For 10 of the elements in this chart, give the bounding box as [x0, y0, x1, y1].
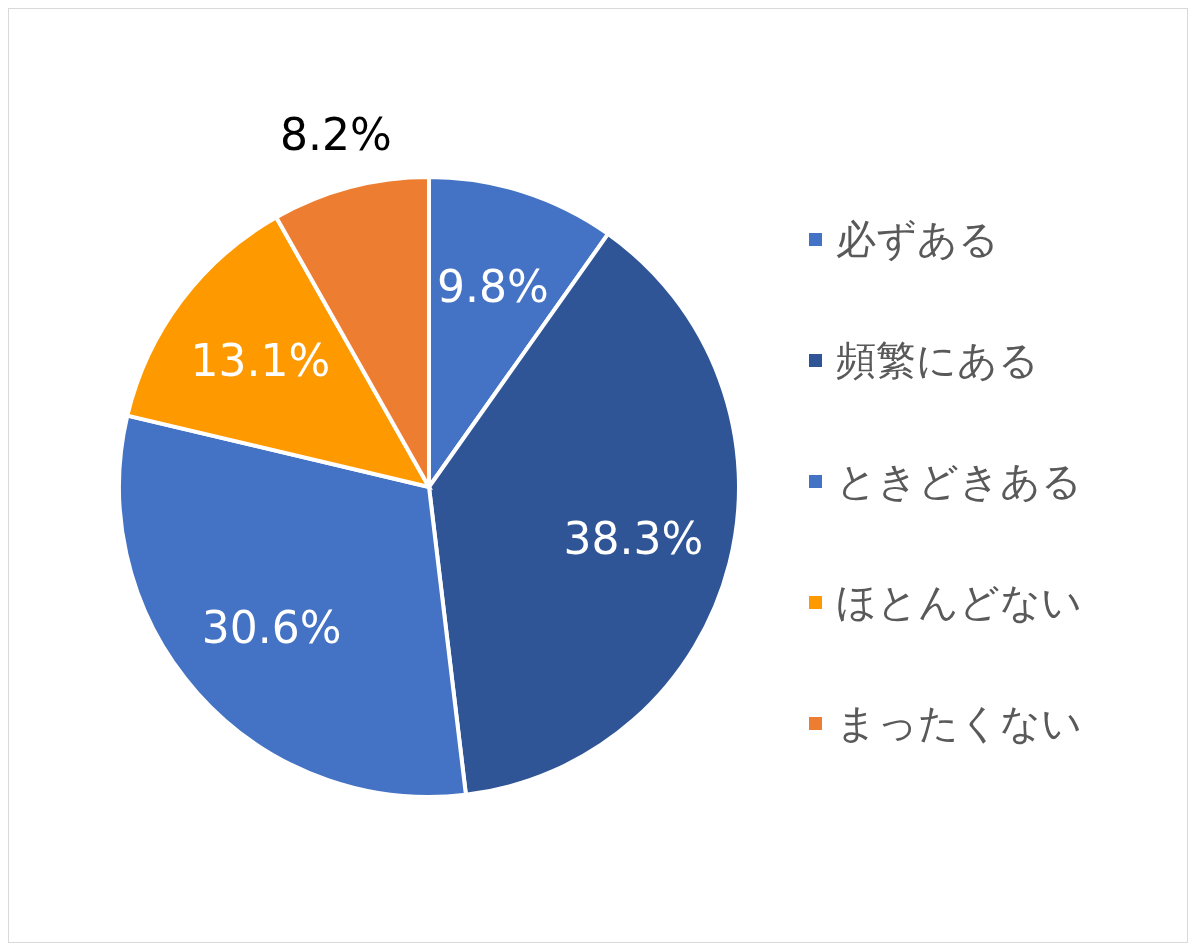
data-label: 9.8% [436, 260, 549, 312]
data-label: 38.3% [563, 513, 704, 565]
legend-label: 頻繁にある [836, 336, 1039, 385]
data-label: 13.1% [190, 334, 331, 386]
legend-label: ときどきある [836, 457, 1082, 506]
legend-label: 必ずある [836, 215, 999, 264]
legend-label: まったくない [836, 699, 1082, 748]
legend-label: ほとんどない [836, 578, 1082, 627]
data-label: 8.2% [280, 108, 392, 160]
data-label: 30.6% [201, 601, 342, 653]
